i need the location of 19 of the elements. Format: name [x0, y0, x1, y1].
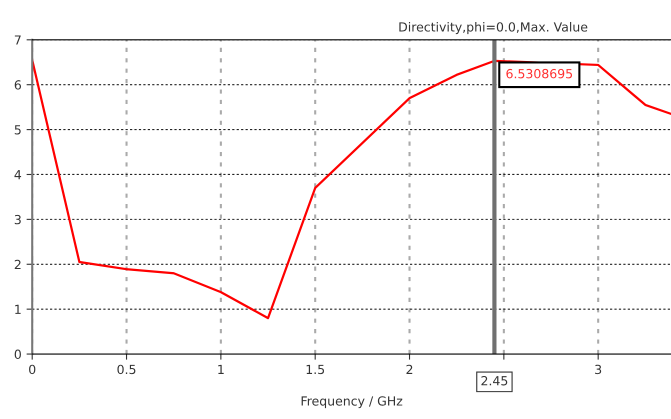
y-tick-label: 6: [14, 80, 22, 90]
annotation: 6.5308695: [506, 68, 572, 78]
x-tick-label: 0.5: [117, 364, 136, 374]
x-tick-label: 0: [29, 364, 36, 374]
x-tick-label: 3: [595, 364, 602, 374]
x-axis-title: Frequency / GHz: [302, 396, 402, 408]
y-tick-label: 3: [14, 214, 21, 224]
chart-title: Directivity,phi=0.0,Max. Value: [399, 22, 588, 34]
y-tick-label: 7: [14, 35, 21, 45]
x-tick-label: 1: [218, 364, 224, 374]
ref-line-label: 2.45: [481, 376, 508, 386]
y-tick-label: 5: [14, 125, 21, 135]
x-tick-label: 1.5: [306, 364, 324, 374]
y-tick-label: 0: [14, 350, 21, 359]
line-series: [32, 58, 671, 320]
y-tick-label: 4: [14, 170, 22, 180]
y-tick-label: 2: [14, 260, 21, 270]
x-tick-label: 2: [406, 364, 412, 374]
y-tick-label: 1: [15, 304, 21, 314]
